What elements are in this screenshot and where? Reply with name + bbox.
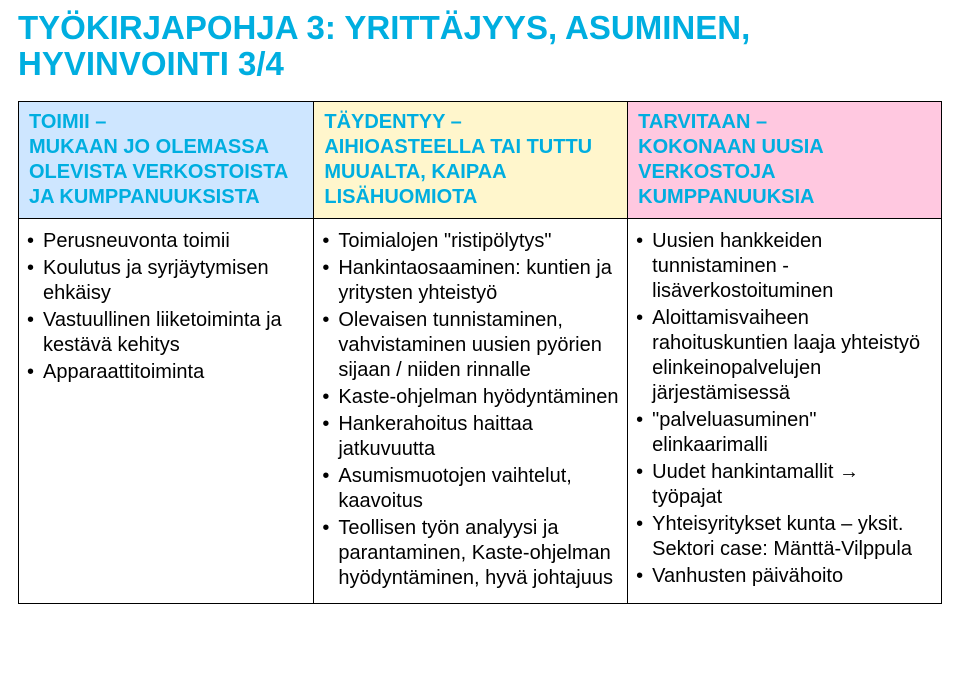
col-header-3: TARVITAAN – KOKONAAN UUSIA VERKOSTOJA KU… <box>628 101 942 218</box>
table-body-row: Perusneuvonta toimiiKoulutus ja syrjäyty… <box>19 218 942 603</box>
list-item: "palveluasuminen" elinkaarimalli <box>634 408 933 458</box>
list-item: Vastuullinen liiketoiminta ja kestävä ke… <box>25 308 305 358</box>
cell-1: Perusneuvonta toimiiKoulutus ja syrjäyty… <box>19 218 314 603</box>
cell-3: Uusien hankkeiden tunnistaminen - lisäve… <box>628 218 942 603</box>
page-title: TYÖKIRJAPOHJA 3: YRITTÄJYYS, ASUMINEN, H… <box>18 10 942 83</box>
content-table: TOIMII – MUKAAN JO OLEMASSA OLEVISTA VER… <box>18 101 942 604</box>
cell-2-list: Toimialojen "ristipölytys"Hankintaosaami… <box>320 229 619 591</box>
list-item: Uudet hankintamallit → työpajat <box>634 460 933 510</box>
col-header-1: TOIMII – MUKAAN JO OLEMASSA OLEVISTA VER… <box>19 101 314 218</box>
page-root: TYÖKIRJAPOHJA 3: YRITTÄJYYS, ASUMINEN, H… <box>0 0 960 614</box>
list-item: Vanhusten päivähoito <box>634 564 933 589</box>
list-item: Uusien hankkeiden tunnistaminen - lisäve… <box>634 229 933 304</box>
list-item: Yhteisyritykset kunta – yksit. Sektori c… <box>634 512 933 562</box>
list-item: Perusneuvonta toimii <box>25 229 305 254</box>
list-item: Hankintaosaaminen: kuntien ja yritysten … <box>320 256 619 306</box>
cell-3-list: Uusien hankkeiden tunnistaminen - lisäve… <box>634 229 933 589</box>
list-item: Koulutus ja syrjäytymisen ehkäisy <box>25 256 305 306</box>
list-item: Aloittamisvaiheen rahoituskuntien laaja … <box>634 306 933 406</box>
cell-2: Toimialojen "ristipölytys"Hankintaosaami… <box>314 218 628 603</box>
list-item: Kaste-ohjelman hyödyntäminen <box>320 385 619 410</box>
list-item: Apparaattitoiminta <box>25 360 305 385</box>
table-header-row: TOIMII – MUKAAN JO OLEMASSA OLEVISTA VER… <box>19 101 942 218</box>
list-item: Hankerahoitus haittaa jatkuvuutta <box>320 412 619 462</box>
cell-1-list: Perusneuvonta toimiiKoulutus ja syrjäyty… <box>25 229 305 385</box>
list-item: Asumismuotojen vaihtelut, kaavoitus <box>320 464 619 514</box>
list-item: Olevaisen tunnistaminen, vahvistaminen u… <box>320 308 619 383</box>
col-header-2: TÄYDENTYY – AIHIOASTEELLA TAI TUTTU MUUA… <box>314 101 628 218</box>
list-item: Toimialojen "ristipölytys" <box>320 229 619 254</box>
list-item: Teollisen työn analyysi ja parantaminen,… <box>320 516 619 591</box>
